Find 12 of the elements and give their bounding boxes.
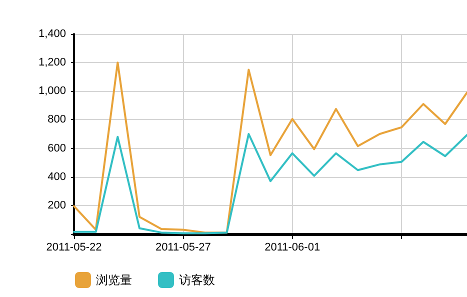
x-tick-label: 2011-05-22 <box>46 242 102 254</box>
y-tick-label: 800 <box>48 114 66 126</box>
x-tick-label: 2011-06-01 <box>264 242 320 254</box>
legend-label: 访客数 <box>179 273 215 287</box>
legend-label: 浏览量 <box>96 273 132 287</box>
x-tick-label: 2011-05-27 <box>155 242 211 254</box>
y-tick-label: 200 <box>48 199 66 212</box>
y-tick-label: 600 <box>48 142 66 154</box>
y-tick-label: 1,400 <box>38 28 66 40</box>
y-tick-label: 1,200 <box>38 56 66 69</box>
y-tick-label: 1,000 <box>38 85 66 98</box>
y-tick-label: 400 <box>48 170 66 183</box>
